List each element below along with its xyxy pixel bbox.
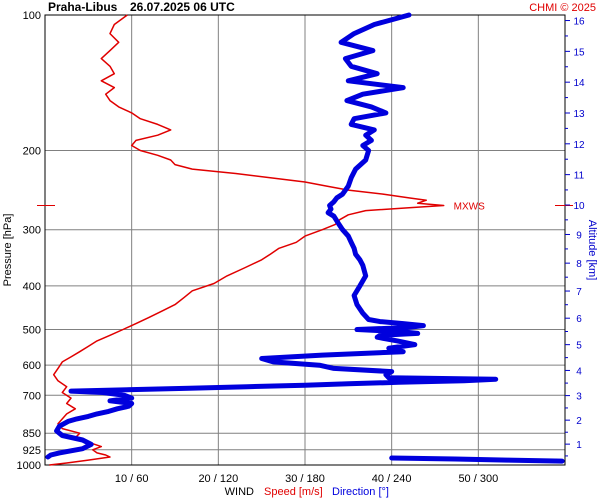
altitude-axis-label: Altitude [km] [586, 220, 598, 281]
pressure-axis: 100 200 300 400 500 600 700 850 925 1000 [17, 10, 41, 472]
altitude-tick-10: 10 [573, 201, 585, 212]
wind-tick-2: 20 / 120 [198, 473, 238, 485]
altitude-tick-11: 11 [574, 171, 585, 182]
altitude-tick-12: 12 [573, 140, 585, 151]
altitude-tick-5: 5 [576, 341, 582, 352]
wind-tick-4: 40 / 240 [372, 473, 412, 485]
direction-profile-segment [45, 12, 499, 460]
altitude-tick-16: 16 [573, 17, 585, 28]
plot-frame [44, 14, 566, 466]
station-title: Praha-Libus [48, 0, 118, 14]
pressure-tick-300: 300 [23, 225, 41, 237]
altitude-tick-7: 7 [576, 287, 582, 298]
speed-legend: Speed [m/s] [264, 486, 323, 498]
speed-series [49, 14, 445, 466]
pressure-tick-850: 850 [23, 428, 41, 440]
altitude-tick-2: 2 [576, 416, 582, 427]
altitude-tick-14: 14 [573, 78, 585, 89]
pressure-tick-100: 100 [23, 10, 41, 22]
credit-text: CHMI © 2025 [529, 2, 596, 14]
wind-axis: 10 / 60 20 / 120 30 / 180 40 / 240 50 / 300 [115, 473, 498, 485]
altitude-tick-4: 4 [576, 366, 582, 377]
pressure-tick-400: 400 [23, 281, 41, 293]
wind-tick-3: 30 / 180 [285, 473, 325, 485]
pressure-tick-700: 700 [23, 390, 41, 402]
altitude-tick-9: 9 [576, 230, 582, 241]
pressure-tick-200: 200 [23, 145, 41, 157]
wind-title: WIND [225, 486, 254, 498]
mxws-label: MXWS [454, 201, 485, 212]
pressure-axis-label: Pressure [hPa] [2, 214, 14, 287]
timestamp-title: 26.07.2025 06 UTC [130, 0, 235, 14]
pressure-tick-1000: 1000 [17, 460, 41, 472]
wind-tick-1: 10 / 60 [115, 473, 149, 485]
altitude-tick-1: 1 [576, 440, 582, 451]
altitude-tick-6: 6 [576, 314, 582, 325]
altitude-tick-13: 13 [573, 109, 585, 120]
speed-profile-line [49, 14, 445, 466]
altitude-tick-8: 8 [576, 259, 582, 270]
direction-series [45, 12, 565, 464]
pressure-tick-925: 925 [23, 445, 41, 457]
wind-tick-5: 50 / 300 [458, 473, 498, 485]
pressure-tick-500: 500 [23, 325, 41, 337]
altitude-tick-3: 3 [576, 392, 582, 403]
plot-area: MXWS [37, 12, 573, 466]
altitude-tick-15: 15 [573, 47, 585, 58]
direction-profile-segment [389, 455, 565, 464]
pressure-tick-600: 600 [23, 360, 41, 372]
direction-legend: Direction [°] [332, 486, 389, 498]
